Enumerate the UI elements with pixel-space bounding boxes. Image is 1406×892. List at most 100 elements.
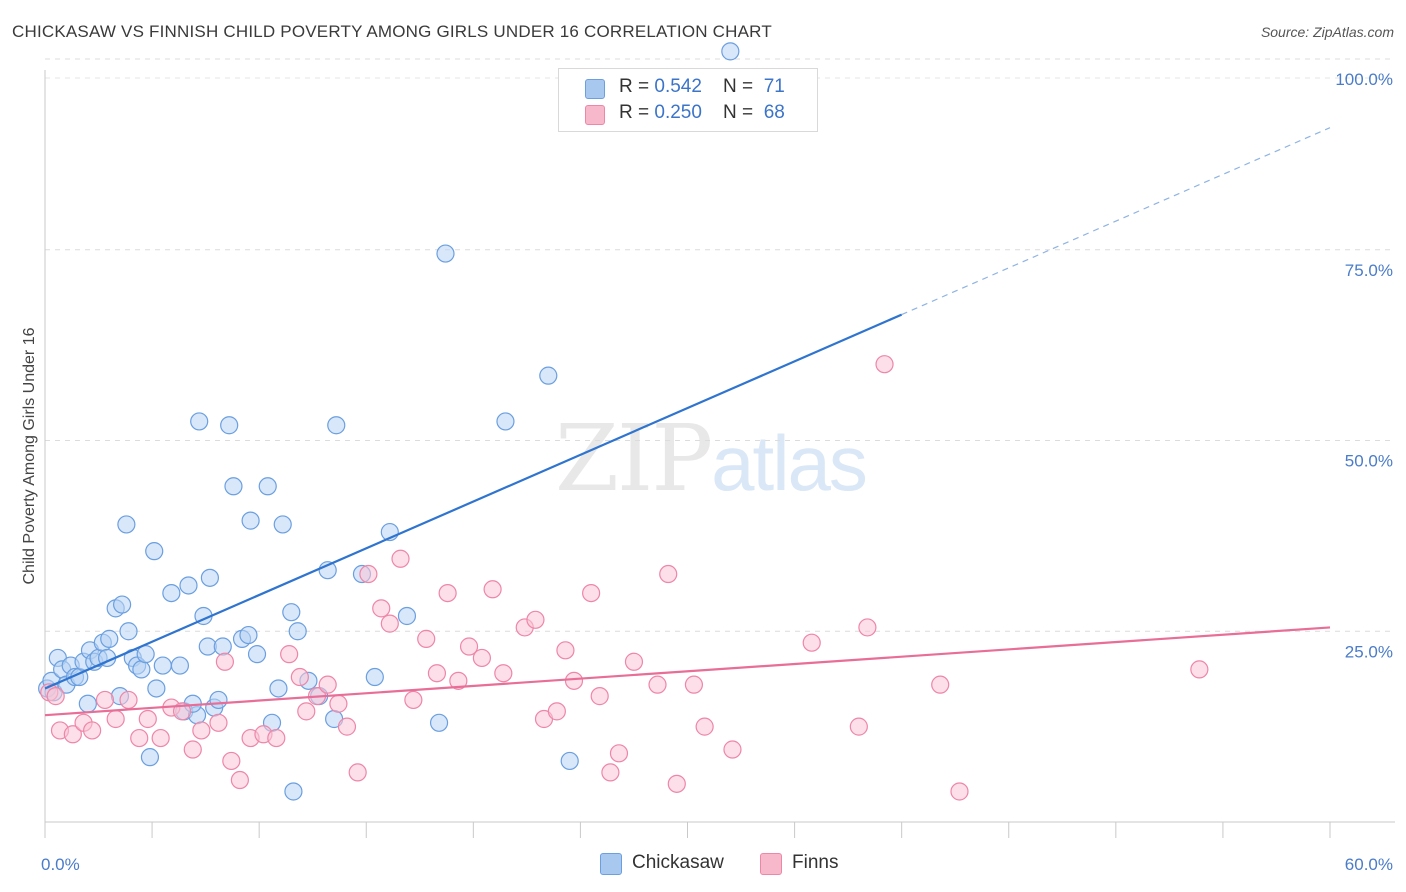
chickasaw-trendline: [44, 313, 903, 690]
finns-point: [659, 564, 678, 584]
chickasaw-point: [119, 622, 138, 641]
series-label-finns: Finns: [792, 852, 839, 873]
chickasaw-point: [241, 511, 260, 530]
finns-point: [1190, 660, 1209, 679]
chickasaw-point: [145, 542, 164, 561]
legend-swatch-finns: [585, 105, 605, 125]
chickasaw-point: [162, 583, 181, 603]
finns-point: [667, 774, 686, 793]
chickasaw-point: [200, 568, 220, 587]
finns-point: [337, 717, 357, 736]
chickasaw-point: [282, 603, 301, 622]
finns-point: [950, 782, 969, 801]
x-tick-label-min: 0.0%: [41, 855, 80, 874]
correlation-legend: R = 0.542 N = 71 R = 0.250 N = 68: [558, 68, 818, 132]
chickasaw-point: [273, 515, 292, 534]
chickasaw-point: [100, 629, 119, 648]
legend-n-value: 71: [763, 76, 785, 97]
legend-r-label: R =: [619, 102, 655, 123]
finns-point: [648, 675, 667, 694]
chickasaw-trendline-extension: [901, 127, 1331, 316]
trendlines: [44, 127, 1331, 717]
finns-point: [106, 709, 125, 729]
finns-point: [849, 717, 868, 736]
grid: [45, 58, 1395, 632]
chickasaw-point: [429, 713, 449, 732]
finns-point: [359, 564, 378, 584]
legend-r-value: 0.250: [654, 102, 702, 123]
finns-point: [459, 637, 479, 656]
finns-point: [723, 740, 742, 759]
finns-point: [267, 728, 286, 748]
legend-text-finns: R = 0.250 N = 68: [619, 102, 785, 124]
finns-point: [875, 355, 894, 374]
finns-point: [483, 580, 502, 599]
finns-point: [449, 671, 468, 690]
chickasaw-point: [147, 679, 166, 698]
finns-point: [931, 675, 950, 694]
chickasaw-point: [112, 595, 132, 614]
finns-point: [138, 709, 157, 729]
finns-point: [417, 629, 436, 648]
chickasaw-point: [213, 637, 232, 656]
chickasaw-point: [179, 576, 198, 595]
legend-text-chickasaw: R = 0.542 N = 71: [619, 76, 785, 98]
chickasaw-point: [258, 477, 277, 496]
finns-point: [280, 645, 299, 664]
finns-point: [858, 618, 877, 637]
finns-point: [151, 728, 170, 748]
finns-point: [46, 687, 65, 706]
finns-point: [609, 744, 629, 763]
legend-r-value: 0.542: [654, 76, 702, 97]
series-swatch-chickasaw: [600, 853, 622, 875]
finns-point: [438, 583, 457, 603]
finns-point: [601, 763, 620, 782]
chickasaw-point: [209, 690, 228, 710]
chickasaw-point: [365, 667, 384, 687]
finns-point: [802, 633, 821, 652]
chickasaw-point: [132, 660, 151, 679]
y-tick-label: 25.0%: [1345, 642, 1393, 661]
finns-point: [684, 675, 704, 694]
finns-point: [404, 690, 423, 710]
chickasaw-point: [247, 645, 267, 664]
finns-point: [329, 694, 348, 713]
legend-r-label: R =: [619, 76, 655, 97]
finns-point: [290, 667, 309, 687]
source-label: Source: ZipAtlas.com: [1260, 24, 1394, 40]
finns-point: [63, 725, 82, 744]
chickasaw-point: [220, 416, 239, 435]
legend-n-label: N =: [723, 76, 759, 97]
finns-point: [695, 717, 714, 736]
finns-point: [192, 721, 211, 740]
finns-point: [494, 664, 513, 683]
finns-point: [372, 599, 391, 618]
chickasaw-point: [170, 656, 190, 675]
chickasaw-point: [78, 694, 97, 713]
chickasaw-point: [224, 477, 243, 496]
chickasaw-point: [539, 366, 558, 385]
legend-n-label: N =: [723, 102, 759, 123]
watermark-zip: ZIP: [555, 405, 713, 512]
chickasaw-point: [327, 416, 346, 435]
watermark-atlas: atlas: [711, 419, 868, 507]
chickasaw-point: [436, 244, 455, 263]
series-swatch-finns: [760, 853, 782, 875]
tick-labels: 25.0% 50.0% 75.0% 100.0% 0.0% 60.0% Child Pove…: [21, 70, 1393, 874]
finns-point: [230, 770, 249, 790]
chickasaw-point: [190, 412, 209, 431]
chart-title: CHICKASAW VS FINNISH CHILD POVERTY AMONG…: [12, 22, 772, 41]
finns-point: [348, 763, 367, 782]
finns-point: [119, 690, 138, 710]
finns-point: [209, 713, 228, 732]
finns-point: [215, 652, 234, 671]
legend-n-value: 68: [763, 102, 785, 123]
finns-point: [624, 652, 644, 671]
axes: [44, 70, 1395, 838]
finns-point: [222, 751, 241, 771]
finns-point: [582, 583, 601, 603]
chickasaw-point: [284, 782, 303, 801]
finns-point: [427, 664, 447, 683]
chickasaw-point: [721, 42, 740, 61]
